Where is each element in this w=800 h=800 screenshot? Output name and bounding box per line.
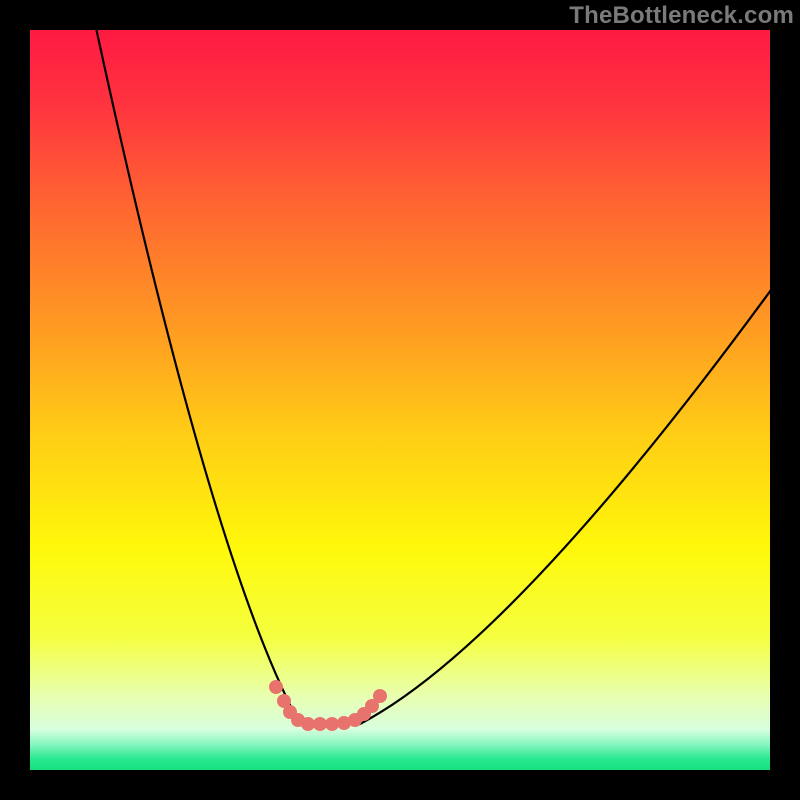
trough-dot-5 (313, 717, 327, 731)
trough-dot-4 (301, 717, 315, 731)
trough-dot-6 (325, 717, 339, 731)
trough-dot-0 (269, 680, 283, 694)
chart-stage: TheBottleneck.com (0, 0, 800, 800)
plot-background (30, 30, 770, 770)
chart-svg (0, 0, 800, 800)
trough-dot-11 (373, 689, 387, 703)
